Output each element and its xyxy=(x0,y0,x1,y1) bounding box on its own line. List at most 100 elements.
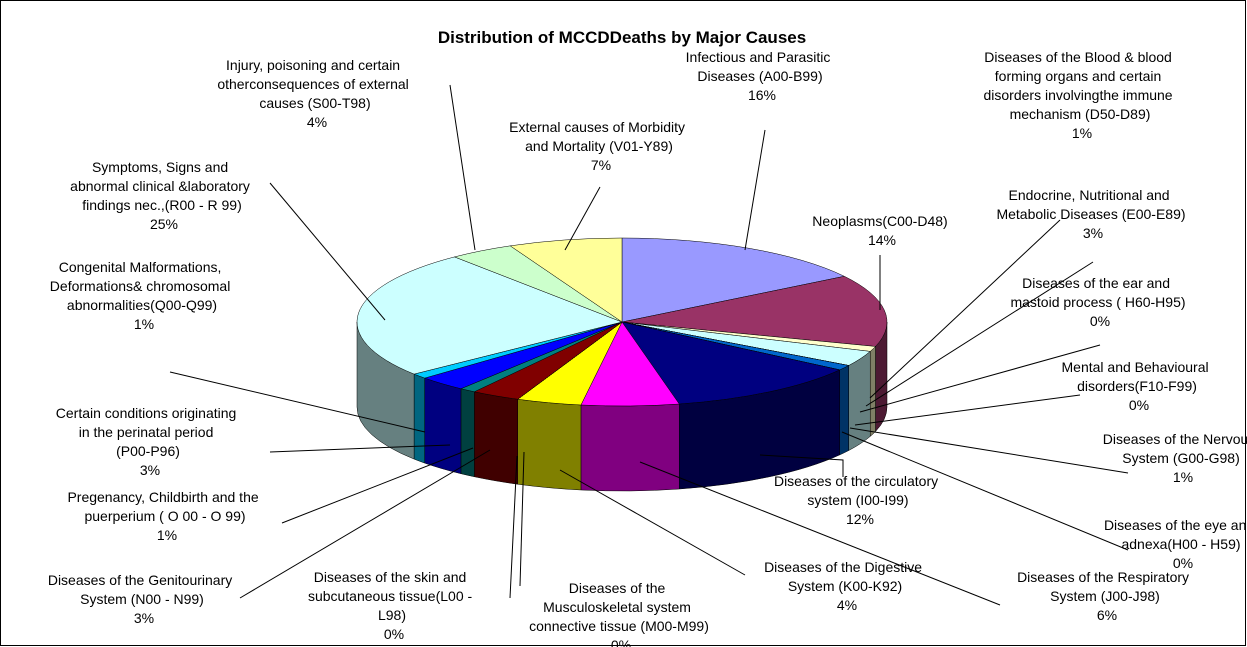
label-line: mastoid process ( H60-H95) xyxy=(1010,294,1185,310)
value-label: 1% xyxy=(157,527,177,543)
leader-line xyxy=(519,451,525,587)
slice-side xyxy=(474,391,518,485)
label-line: subcutaneous tissue(L00 - xyxy=(308,588,476,604)
value-label: 7% xyxy=(591,157,611,173)
label-line: System (G00-G98) xyxy=(1122,450,1239,466)
value-label: 6% xyxy=(1097,607,1117,623)
label-line: Pregenancy, Childbirth and the xyxy=(67,489,262,505)
value-label: 0% xyxy=(1173,555,1193,571)
label-line: findings nec.,(R00 - R 99) xyxy=(82,197,242,213)
leader-line xyxy=(859,344,1101,413)
value-label: 4% xyxy=(307,114,327,130)
leader-line xyxy=(169,371,426,433)
label-line: Symptoms, Signs and xyxy=(92,159,232,175)
leader-line xyxy=(239,449,491,599)
label-line: Diseases of the Nervous xyxy=(1103,431,1247,447)
slice-label: External causes of Morbidity and Mortali… xyxy=(509,119,689,154)
label-line: system (I00-I99) xyxy=(807,492,908,508)
label-line: puerperium ( O 00 - O 99) xyxy=(84,508,245,524)
label-line: Diseases of the xyxy=(569,580,669,596)
label-line: System (K00-K92) xyxy=(788,578,902,594)
leader-line xyxy=(854,394,1081,426)
label-line: otherconsequences of external xyxy=(217,76,412,92)
value-label: 1% xyxy=(134,316,154,332)
leader-line xyxy=(509,455,518,599)
value-label: 14% xyxy=(868,232,896,248)
label-line: Neoplasms(C00-D48) xyxy=(812,213,947,229)
label-line: Diseases of the ear and xyxy=(1022,275,1174,291)
slice-label: Endocrine, Nutritional and Metabolic Dis… xyxy=(996,187,1185,222)
slice-label: Diseases of the Respiratory System (J00-… xyxy=(1017,569,1193,604)
slice-label: Diseases of the Genitourinary System (N0… xyxy=(48,572,236,607)
slice-side xyxy=(839,365,849,456)
label-line: forming organs and certain xyxy=(995,68,1165,84)
value-label: 0% xyxy=(1090,313,1110,329)
value-label: 0% xyxy=(1129,397,1149,413)
label-line: abnormal clinical &laboratory xyxy=(70,178,254,194)
value-label: 4% xyxy=(837,597,857,613)
label-line: System (N00 - N99) xyxy=(80,591,204,607)
value-label: 25% xyxy=(150,216,178,232)
label-line: External causes of Morbidity xyxy=(509,119,689,135)
value-label: 3% xyxy=(140,462,160,478)
label-line: Diseases of the skin and xyxy=(314,569,470,585)
chart-title: Distribution of MCCDDeaths by Major Caus… xyxy=(438,28,806,47)
slice xyxy=(621,237,846,323)
slice-label: Certain conditions originating in the pe… xyxy=(56,405,240,459)
slice-label: Congenital Malformations, Deformations& … xyxy=(50,259,234,313)
slice-label: Diseases of the eye and adnexa(H00 - H59… xyxy=(1104,517,1247,552)
value-label: 0% xyxy=(384,626,404,642)
leader-line xyxy=(849,427,1129,474)
value-label: 12% xyxy=(846,511,874,527)
slice-label: Diseases of the circulatory system (I00-… xyxy=(774,473,942,508)
slice-label: Infectious and Parasitic Diseases (A00-B… xyxy=(686,49,835,84)
slice xyxy=(509,237,623,323)
label-line: Diseases of the Genitourinary xyxy=(48,572,236,588)
value-label: 0% xyxy=(611,637,631,647)
slice-label: Mental and Behavioural disorders(F10-F99… xyxy=(1062,359,1213,394)
label-line: Injury, poisoning and certain xyxy=(226,57,404,73)
label-line: Metabolic Diseases (E00-E89) xyxy=(996,206,1185,222)
label-line: connective tissue (M00-M99) xyxy=(529,618,709,634)
slice-label: Neoplasms(C00-D48) xyxy=(812,213,947,229)
slice-label: Diseases of the Blood & blood forming or… xyxy=(984,49,1177,122)
leader-line xyxy=(281,447,474,524)
leader-line xyxy=(559,469,746,576)
slice xyxy=(621,276,888,347)
slice-label: Diseases of the Nervous System (G00-G98) xyxy=(1103,431,1247,466)
label-line: Diseases (A00-B99) xyxy=(697,68,822,84)
leader-line xyxy=(869,219,1061,399)
label-line: and Mortality (V01-Y89) xyxy=(525,138,673,154)
label-line: Certain conditions originating xyxy=(56,405,240,421)
leader-line xyxy=(449,84,476,251)
value-label: 3% xyxy=(134,610,154,626)
label-line: adnexa(H00 - H59) xyxy=(1121,536,1240,552)
slice-label: Diseases of the Digestive System (K00-K9… xyxy=(764,559,926,594)
value-label: 3% xyxy=(1083,225,1103,241)
label-line: abnormalities(Q00-Q99) xyxy=(67,297,217,313)
label-line: Mental and Behavioural xyxy=(1062,359,1213,375)
label-line: in the perinatal period xyxy=(79,424,218,440)
label-line: Deformations& chromosomal xyxy=(50,278,234,294)
label-line: Endocrine, Nutritional and xyxy=(1009,187,1174,203)
slice xyxy=(621,321,841,405)
slice-label: Diseases of the skin and subcutaneous ti… xyxy=(308,569,476,623)
slice-label: Pregenancy, Childbirth and the puerperiu… xyxy=(67,489,262,524)
slice-side xyxy=(580,403,680,492)
leader-line xyxy=(841,431,1129,551)
label-line: Diseases of the Respiratory xyxy=(1017,569,1193,585)
slice-label: Diseases of the Musculoskeletal system c… xyxy=(529,580,709,634)
label-line: Diseases of the Blood & blood xyxy=(984,49,1175,65)
label-line: L98) xyxy=(378,607,406,623)
label-line: Diseases of the circulatory xyxy=(774,473,942,489)
value-label: 1% xyxy=(1173,469,1193,485)
label-line: causes (S00-T98) xyxy=(259,95,370,111)
leader-line xyxy=(564,186,601,251)
label-line: Diseases of the eye and xyxy=(1104,517,1247,533)
slice-side xyxy=(413,373,425,464)
slice-label: Diseases of the ear and mastoid process … xyxy=(1010,275,1185,310)
leader-line xyxy=(865,261,1094,407)
leader-line xyxy=(269,444,451,453)
